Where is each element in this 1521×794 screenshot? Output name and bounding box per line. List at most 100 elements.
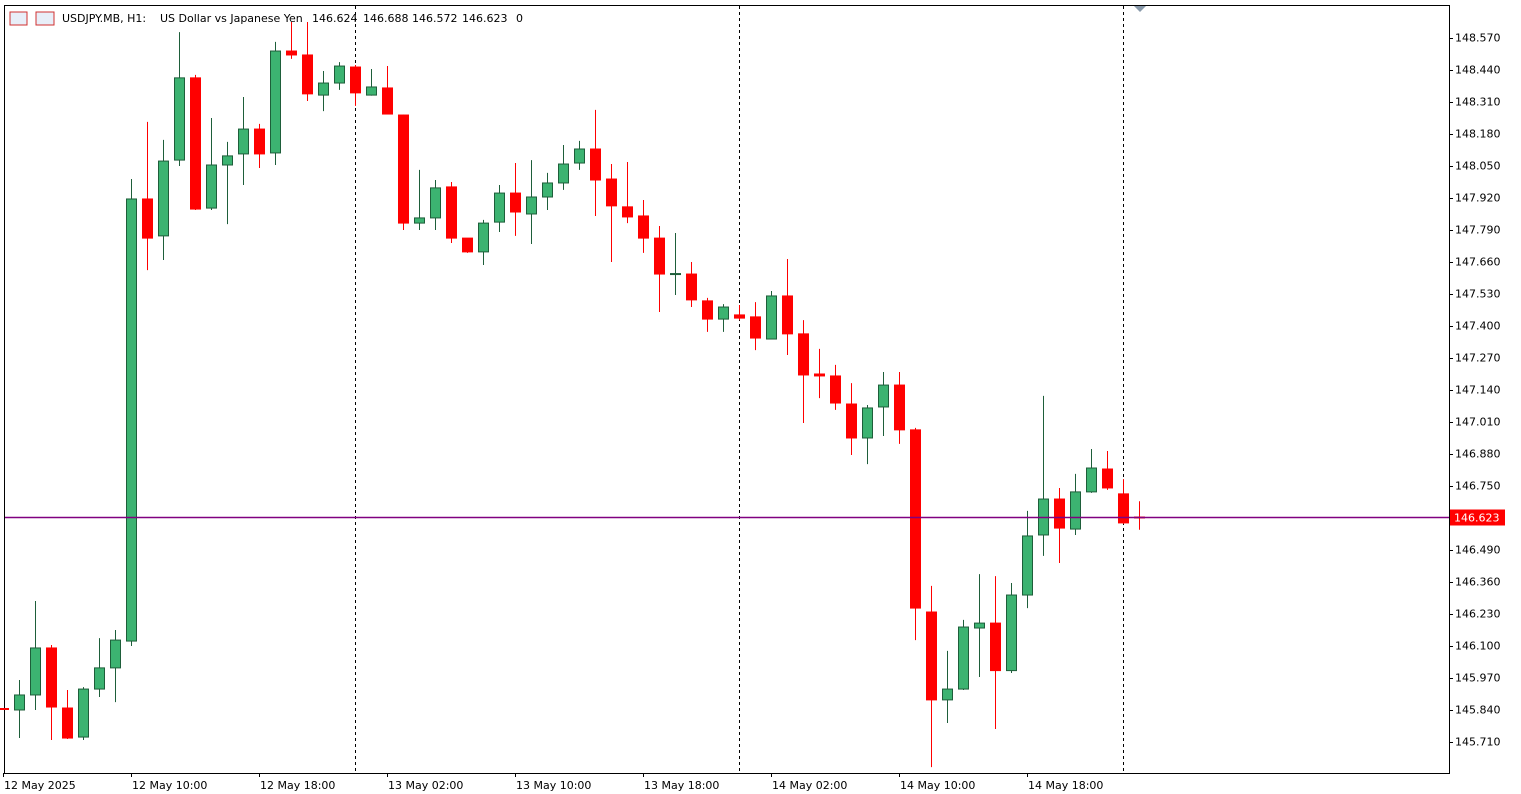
candle-body xyxy=(366,86,377,96)
candle-body xyxy=(926,611,937,701)
candle-body xyxy=(0,708,9,711)
candle-body xyxy=(30,647,41,696)
header-low: 146.572 xyxy=(412,12,458,25)
candle-body xyxy=(782,295,793,335)
candle-body xyxy=(270,50,281,154)
y-tick-label: 147.530 xyxy=(1455,288,1501,301)
candle-body xyxy=(190,77,201,210)
candle-body xyxy=(302,54,313,95)
candle-body xyxy=(1102,468,1113,489)
candle-body xyxy=(78,688,89,738)
y-tick-label: 147.790 xyxy=(1455,224,1501,237)
candle-body xyxy=(158,160,169,237)
candle-body xyxy=(286,50,297,56)
x-tick-label: 13 May 02:00 xyxy=(388,779,463,792)
header-icons xyxy=(9,11,55,26)
y-tick-label: 145.970 xyxy=(1455,672,1501,685)
candle-body xyxy=(1054,498,1065,529)
candle-body xyxy=(1006,594,1017,672)
candle-body xyxy=(606,178,617,207)
candle-body xyxy=(622,206,633,218)
candle-body xyxy=(670,273,681,276)
x-tick-label: 14 May 10:00 xyxy=(900,779,975,792)
candle-body xyxy=(254,128,265,155)
y-tick-label: 148.310 xyxy=(1455,96,1501,109)
price-label: 146.623 xyxy=(1454,512,1500,525)
y-tick-label: 146.100 xyxy=(1455,640,1501,653)
candle-body xyxy=(206,164,217,209)
candle-body xyxy=(462,237,473,253)
y-tick-label: 147.920 xyxy=(1455,192,1501,205)
candle-body xyxy=(318,82,329,96)
candle-body xyxy=(574,148,585,164)
candle-body xyxy=(62,707,73,739)
candle-body xyxy=(590,148,601,181)
y-tick-label: 147.400 xyxy=(1455,320,1501,333)
candle-body xyxy=(846,403,857,439)
candle-body xyxy=(734,314,745,319)
y-tick-label: 148.440 xyxy=(1455,64,1501,77)
y-tick-label: 147.270 xyxy=(1455,352,1501,365)
x-tick-label: 12 May 10:00 xyxy=(132,779,207,792)
candle-body xyxy=(686,273,697,301)
price-label-box xyxy=(1450,509,1505,526)
candle-body xyxy=(766,295,777,340)
candle-body xyxy=(350,66,361,94)
candle-body xyxy=(1022,535,1033,596)
candle-body xyxy=(862,407,873,439)
candle-body xyxy=(894,384,905,431)
y-tick-label: 145.710 xyxy=(1455,736,1501,749)
x-tick-label: 12 May 2025 xyxy=(4,779,76,792)
candle-body xyxy=(222,155,233,166)
candle-body xyxy=(1070,491,1081,530)
shift-marker xyxy=(1134,6,1146,12)
candle-body xyxy=(942,688,953,701)
y-tick-label: 146.750 xyxy=(1455,480,1501,493)
candle-body xyxy=(446,186,457,239)
y-tick-label: 146.230 xyxy=(1455,608,1501,621)
candle-body xyxy=(110,639,121,669)
candle-body xyxy=(238,128,249,155)
candle-body xyxy=(974,622,985,629)
candle-body xyxy=(638,215,649,239)
candle-body xyxy=(430,187,441,219)
y-tick-label: 147.010 xyxy=(1455,416,1501,429)
header-description: US Dollar vs Japanese Yen xyxy=(160,12,303,25)
x-tick-label: 14 May 02:00 xyxy=(772,779,847,792)
y-tick-label: 148.180 xyxy=(1455,128,1501,141)
x-tick-label: 12 May 18:00 xyxy=(260,779,335,792)
y-tick-label: 148.570 xyxy=(1455,32,1501,45)
x-tick-label: 13 May 10:00 xyxy=(516,779,591,792)
header-high: 146.688 xyxy=(363,12,409,25)
y-tick-label: 146.360 xyxy=(1455,576,1501,589)
candle-body xyxy=(750,316,761,339)
x-tick-label: 14 May 18:00 xyxy=(1028,779,1103,792)
candle-body xyxy=(334,65,345,84)
y-tick-label: 148.050 xyxy=(1455,160,1501,173)
x-tick-label: 13 May 18:00 xyxy=(644,779,719,792)
candle-body xyxy=(654,237,665,275)
candle-body xyxy=(526,196,537,215)
candle-body xyxy=(94,667,105,690)
candle-body xyxy=(142,198,153,239)
candle-body xyxy=(910,429,921,609)
candle-body xyxy=(814,373,825,377)
y-tick-label: 147.140 xyxy=(1455,384,1501,397)
y-tick-label: 146.880 xyxy=(1455,448,1501,461)
candle-body xyxy=(46,647,57,708)
candle-body xyxy=(718,306,729,320)
y-tick-label: 146.490 xyxy=(1455,544,1501,557)
candle-body xyxy=(382,87,393,115)
candle-body xyxy=(958,626,969,690)
candle-body xyxy=(1118,493,1129,524)
icon xyxy=(9,11,28,26)
candle-body xyxy=(510,192,521,213)
candle-body xyxy=(174,77,185,161)
candle-body xyxy=(478,222,489,253)
candle-body xyxy=(702,300,713,320)
header-symbol: USDJPY.MB, H1: xyxy=(62,12,146,25)
y-tick-label: 147.660 xyxy=(1455,256,1501,269)
candle-body xyxy=(14,694,25,711)
header-open: 146.624 xyxy=(312,12,358,25)
